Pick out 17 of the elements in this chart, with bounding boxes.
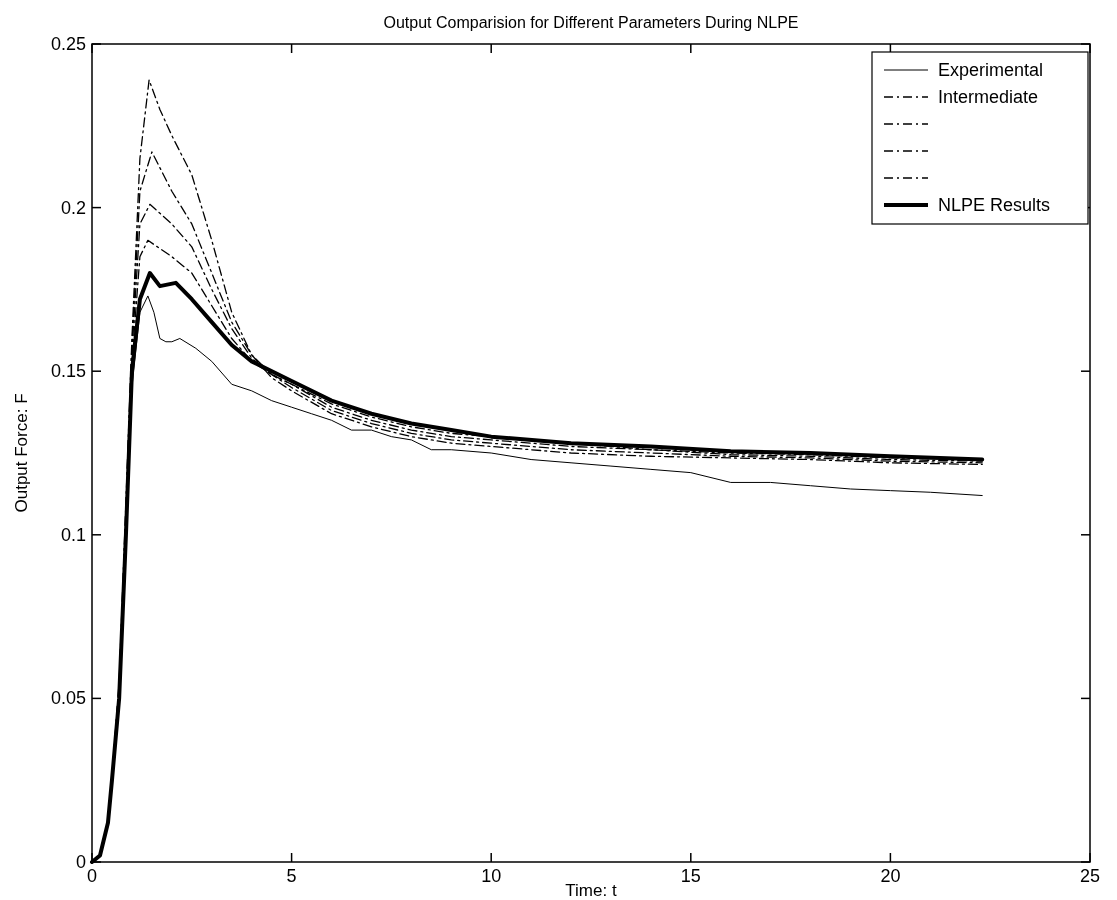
y-tick-label: 0 [75, 852, 86, 872]
legend-label: NLPE Results [938, 195, 1051, 215]
x-tick-label: 5 [286, 866, 297, 886]
chart-title: Output Comparision for Different Parameters During NLPE [383, 14, 799, 31]
y-tick-label: 0.25 [50, 34, 86, 54]
x-tick-label: 10 [481, 866, 502, 886]
legend-label: Experimental [938, 60, 1044, 80]
y-tick-label: 0.05 [50, 688, 86, 709]
y-tick-label: 0.15 [50, 361, 86, 382]
y-axis-title: Output Force: F [12, 393, 31, 513]
x-tick-label: 20 [880, 866, 901, 886]
x-tick-label: 15 [680, 866, 701, 886]
y-tick-label: 0.2 [60, 197, 86, 218]
x-axis-title: Time: t [565, 881, 617, 900]
y-tick-label: 0.1 [60, 524, 86, 545]
x-tick-label: 25 [1079, 866, 1101, 886]
legend-label: Intermediate [938, 87, 1039, 107]
